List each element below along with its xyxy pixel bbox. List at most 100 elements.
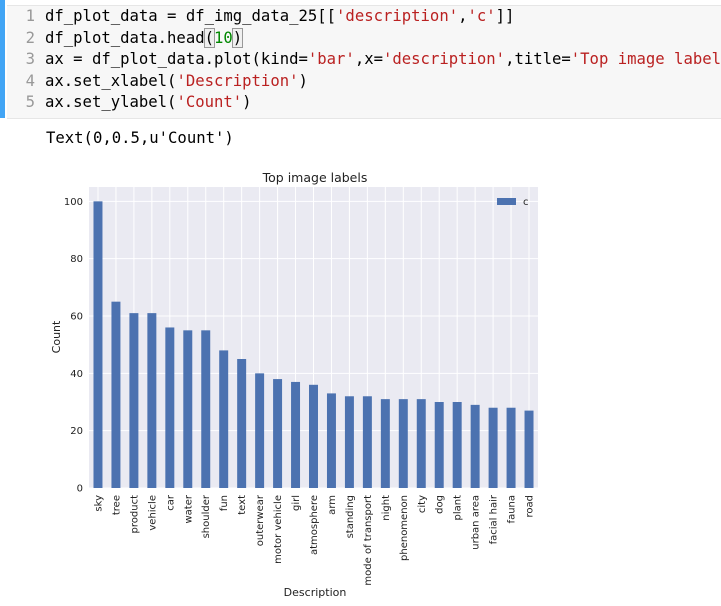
- bar-arm: [326, 393, 336, 488]
- x-tick-label: motor vehicle: [273, 495, 284, 564]
- bar-car: [165, 327, 175, 488]
- bar-sky: [93, 201, 103, 489]
- code-token: 'Top image labels': [570, 50, 721, 68]
- line-number: 1: [25, 7, 35, 25]
- bar-outerwear: [255, 373, 265, 488]
- y-tick-label: 40: [70, 369, 83, 380]
- code-token: ,: [458, 7, 468, 25]
- code-line[interactable]: 1 df_plot_data = df_img_data_25[['descrip…: [7, 6, 721, 27]
- code-line[interactable]: 5 ax.set_ylabel('Count'): [7, 92, 721, 113]
- bar-atmosphere: [309, 384, 318, 488]
- x-tick-label: tree: [111, 495, 122, 515]
- x-tick-labels: sky tree product vehicle car water shoulder fun…: [93, 494, 535, 585]
- x-tick-label: plant: [453, 495, 464, 521]
- x-tick-label: text: [237, 495, 248, 515]
- bar-night: [380, 399, 390, 488]
- code-token: df_plot_data = df_img_data_25[[: [45, 7, 337, 25]
- line-number: 4: [25, 71, 35, 90]
- bar-dog: [434, 402, 444, 488]
- code-token: 'bar': [307, 50, 355, 68]
- bar-road: [524, 410, 534, 488]
- bar-facial-hair: [488, 407, 498, 488]
- chart-title: Top image labels: [262, 170, 368, 185]
- x-tick-label: facial hair: [489, 494, 500, 544]
- plot-area: [89, 187, 538, 488]
- code-token: 'Description': [176, 71, 299, 90]
- bar-text: [237, 359, 247, 488]
- bars: [93, 201, 534, 489]
- code-token: df_plot_data.head: [45, 28, 205, 47]
- code-line[interactable]: 4 ax.set_xlabel('Description'): [7, 71, 721, 92]
- x-tick-label: water: [183, 494, 194, 523]
- code-line[interactable]: 3 ax = df_plot_data.plot(kind='bar',x='de…: [7, 49, 721, 70]
- code-token: ): [242, 93, 252, 111]
- x-tick-label: standing: [345, 495, 356, 538]
- x-tick-label: dog: [435, 495, 446, 514]
- bar-city: [416, 399, 426, 488]
- bar-phenomenon: [398, 399, 408, 488]
- bar-shoulder: [201, 330, 211, 488]
- x-tick-label: night: [381, 495, 392, 521]
- x-tick-label: road: [525, 495, 536, 518]
- x-tick-label: car: [165, 494, 176, 511]
- code-editor[interactable]: 1 df_plot_data = df_img_data_25[['descrip…: [7, 5, 721, 119]
- bar-water: [183, 330, 193, 488]
- code-cell[interactable]: 1 df_plot_data = df_img_data_25[['descrip…: [0, 0, 721, 119]
- code-token: 'description': [336, 7, 459, 25]
- x-tick-label: atmosphere: [309, 495, 320, 555]
- x-tick-label: arm: [327, 495, 338, 515]
- legend: c: [497, 197, 529, 208]
- line-number: 3: [25, 50, 35, 68]
- code-token: ,title=: [505, 50, 571, 68]
- bar-vehicle: [147, 313, 157, 488]
- bar-girl: [291, 381, 301, 488]
- x-tick-label: mode of transport: [363, 495, 374, 586]
- legend-label: c: [523, 197, 529, 208]
- code-token: ]]: [495, 7, 515, 25]
- cell-selection-bar: [0, 0, 5, 118]
- x-tick-label: phenomenon: [399, 495, 410, 561]
- bar-tree: [111, 301, 121, 488]
- y-tick-label: 0: [77, 484, 83, 495]
- x-tick-label: sky: [93, 495, 104, 512]
- grid-lines: [89, 187, 538, 489]
- x-tick-label: city: [417, 495, 428, 513]
- line-number: 5: [25, 93, 35, 111]
- x-tick-label: vehicle: [147, 495, 158, 531]
- y-tick-label: 60: [70, 312, 83, 323]
- code-token: ,x=: [354, 50, 383, 68]
- x-tick-label: outerwear: [255, 494, 266, 546]
- code-token: 'description': [383, 50, 506, 68]
- bar-motor-vehicle: [273, 379, 283, 488]
- code-token: ax = df_plot_data.plot(kind=: [45, 50, 308, 68]
- code-token: ): [231, 27, 244, 48]
- x-tick-label: fun: [219, 495, 230, 511]
- x-tick-label: girl: [291, 495, 302, 511]
- bar-fauna: [506, 407, 516, 488]
- code-token: 'Count': [176, 93, 243, 111]
- bar-mode-of-transport: [362, 396, 372, 488]
- code-token: ax.set_ylabel(: [45, 93, 177, 111]
- line-number: 2: [25, 28, 35, 47]
- code-line[interactable]: 2 df_plot_data.head(10): [7, 27, 721, 49]
- y-tick-label: 100: [64, 197, 83, 208]
- code-token: 10: [214, 28, 233, 47]
- bar-urban-area: [470, 404, 480, 488]
- bar-standing: [344, 396, 354, 488]
- code-token: 'c': [467, 7, 496, 25]
- y-tick-label: 20: [70, 426, 83, 437]
- code-token: ax.set_xlabel(: [45, 71, 177, 90]
- code-token: ): [298, 71, 308, 90]
- y-tick-labels: 0 20 40 60 80 100: [64, 197, 83, 495]
- x-tick-label: shoulder: [201, 494, 212, 538]
- y-tick-label: 80: [70, 254, 83, 265]
- x-axis-label: Description: [284, 586, 347, 599]
- x-tick-label: urban area: [471, 495, 482, 550]
- x-tick-label: product: [129, 495, 140, 534]
- x-tick-label: fauna: [507, 495, 518, 523]
- code-token: (: [203, 27, 216, 48]
- bar-product: [129, 313, 139, 488]
- y-axis-label: Count: [50, 320, 63, 353]
- cell-output-text: Text(0,0.5,u'Count'): [46, 129, 234, 147]
- bar-plant: [452, 402, 462, 488]
